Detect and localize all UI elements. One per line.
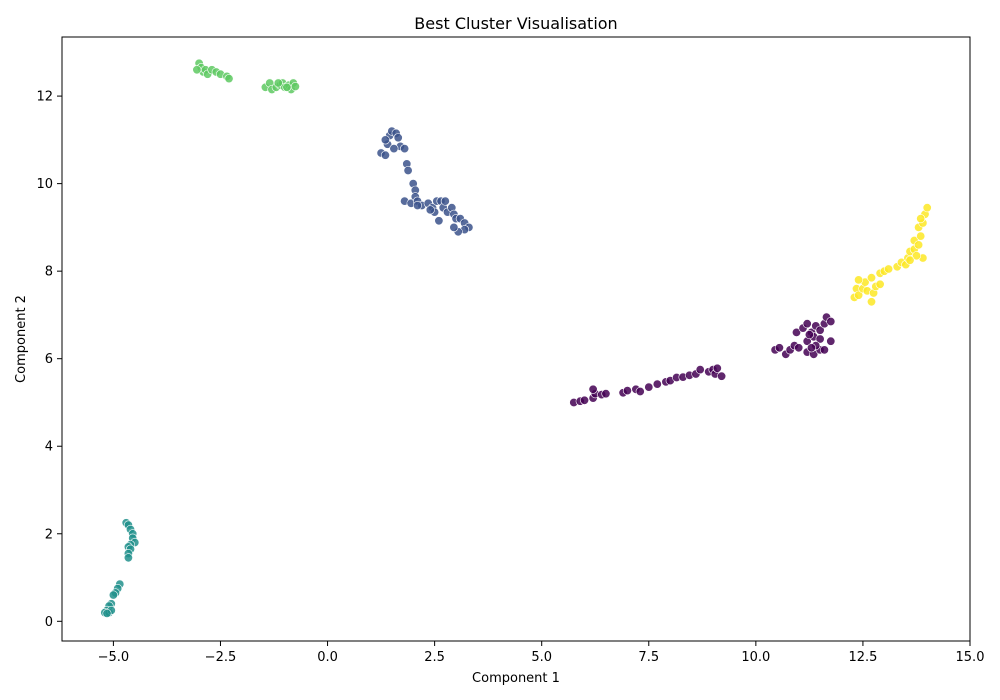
scatter-point <box>393 133 403 143</box>
scatter-point <box>712 363 722 373</box>
y-tick-label: 10 <box>36 177 53 192</box>
scatter-point <box>791 327 801 337</box>
plot-frame <box>61 36 971 642</box>
x-tick-label: 5.0 <box>531 650 552 665</box>
scatter-point <box>914 240 924 250</box>
scatter-point <box>224 74 234 84</box>
x-axis-label: Component 1 <box>472 671 560 686</box>
scatter-point <box>774 343 784 353</box>
scatter-point <box>588 384 598 394</box>
points-layer <box>100 58 932 618</box>
scatter-point <box>449 222 459 232</box>
scatter-point <box>389 144 399 154</box>
x-tick-label: −2.5 <box>205 650 237 665</box>
scatter-point <box>102 608 112 618</box>
x-tick-label: 7.5 <box>638 650 659 665</box>
scatter-point <box>819 345 829 355</box>
scatter-point <box>635 386 645 396</box>
x-tick-label: 10.0 <box>741 650 770 665</box>
scatter-point <box>290 82 300 92</box>
scatter-point <box>911 251 921 261</box>
y-tick-label: 8 <box>45 265 53 280</box>
scatter-point <box>854 275 864 285</box>
scatter-point <box>866 273 876 283</box>
scatter-point <box>400 144 410 154</box>
scatter-point <box>380 135 390 145</box>
x-tick-label: 2.5 <box>424 650 445 665</box>
scatter-point <box>644 382 654 392</box>
scatter-point <box>380 150 390 160</box>
scatter-point <box>854 290 864 300</box>
y-axis-label: Component 2 <box>14 295 29 383</box>
x-tick-label: 15.0 <box>956 650 985 665</box>
scatter-point <box>403 166 413 176</box>
scatter-point <box>282 82 292 92</box>
scatter-point <box>866 297 876 307</box>
scatter-point <box>717 371 727 381</box>
scatter-point <box>802 319 812 329</box>
scatter-point <box>273 78 283 88</box>
scatter-point <box>601 389 611 399</box>
scatter-point <box>884 264 894 274</box>
scatter-point <box>434 216 444 226</box>
scatter-point <box>916 214 926 224</box>
scatter-point <box>579 395 589 405</box>
scatter-point <box>794 343 804 353</box>
y-tick-label: 4 <box>45 440 53 455</box>
scatter-point <box>192 65 202 75</box>
scatter-point <box>905 255 915 265</box>
scatter-point <box>440 196 450 206</box>
x-axis: −5.0 −2.5 0.0 2.5 5.0 7.5 10.0 12.5 15.0 <box>98 641 985 665</box>
scatter-point <box>916 231 926 241</box>
scatter-point <box>826 316 836 326</box>
scatter-point <box>815 325 825 335</box>
y-tick-label: 2 <box>45 527 53 542</box>
x-tick-label: 0.0 <box>317 650 338 665</box>
scatter-point <box>695 365 705 375</box>
y-tick-label: 6 <box>45 352 53 367</box>
scatter-point <box>804 330 814 340</box>
y-axis: 0 2 4 6 8 10 12 <box>36 90 62 630</box>
scatter-point <box>652 379 662 389</box>
scatter-point <box>922 203 932 213</box>
x-tick-label: 12.5 <box>848 650 877 665</box>
scatter-point <box>826 336 836 346</box>
scatter-point <box>875 279 885 289</box>
scatter-point <box>622 386 632 396</box>
scatter-point <box>123 553 133 563</box>
scatter-point <box>425 205 435 215</box>
x-tick-label: −5.0 <box>98 650 130 665</box>
scatter-point <box>108 590 118 600</box>
scatter-point <box>412 201 422 211</box>
chart-title: Best Cluster Visualisation <box>414 14 617 33</box>
scatter-point <box>806 343 816 353</box>
y-tick-label: 12 <box>36 90 53 105</box>
scatter-point <box>815 334 825 344</box>
y-tick-label: 0 <box>45 615 53 630</box>
